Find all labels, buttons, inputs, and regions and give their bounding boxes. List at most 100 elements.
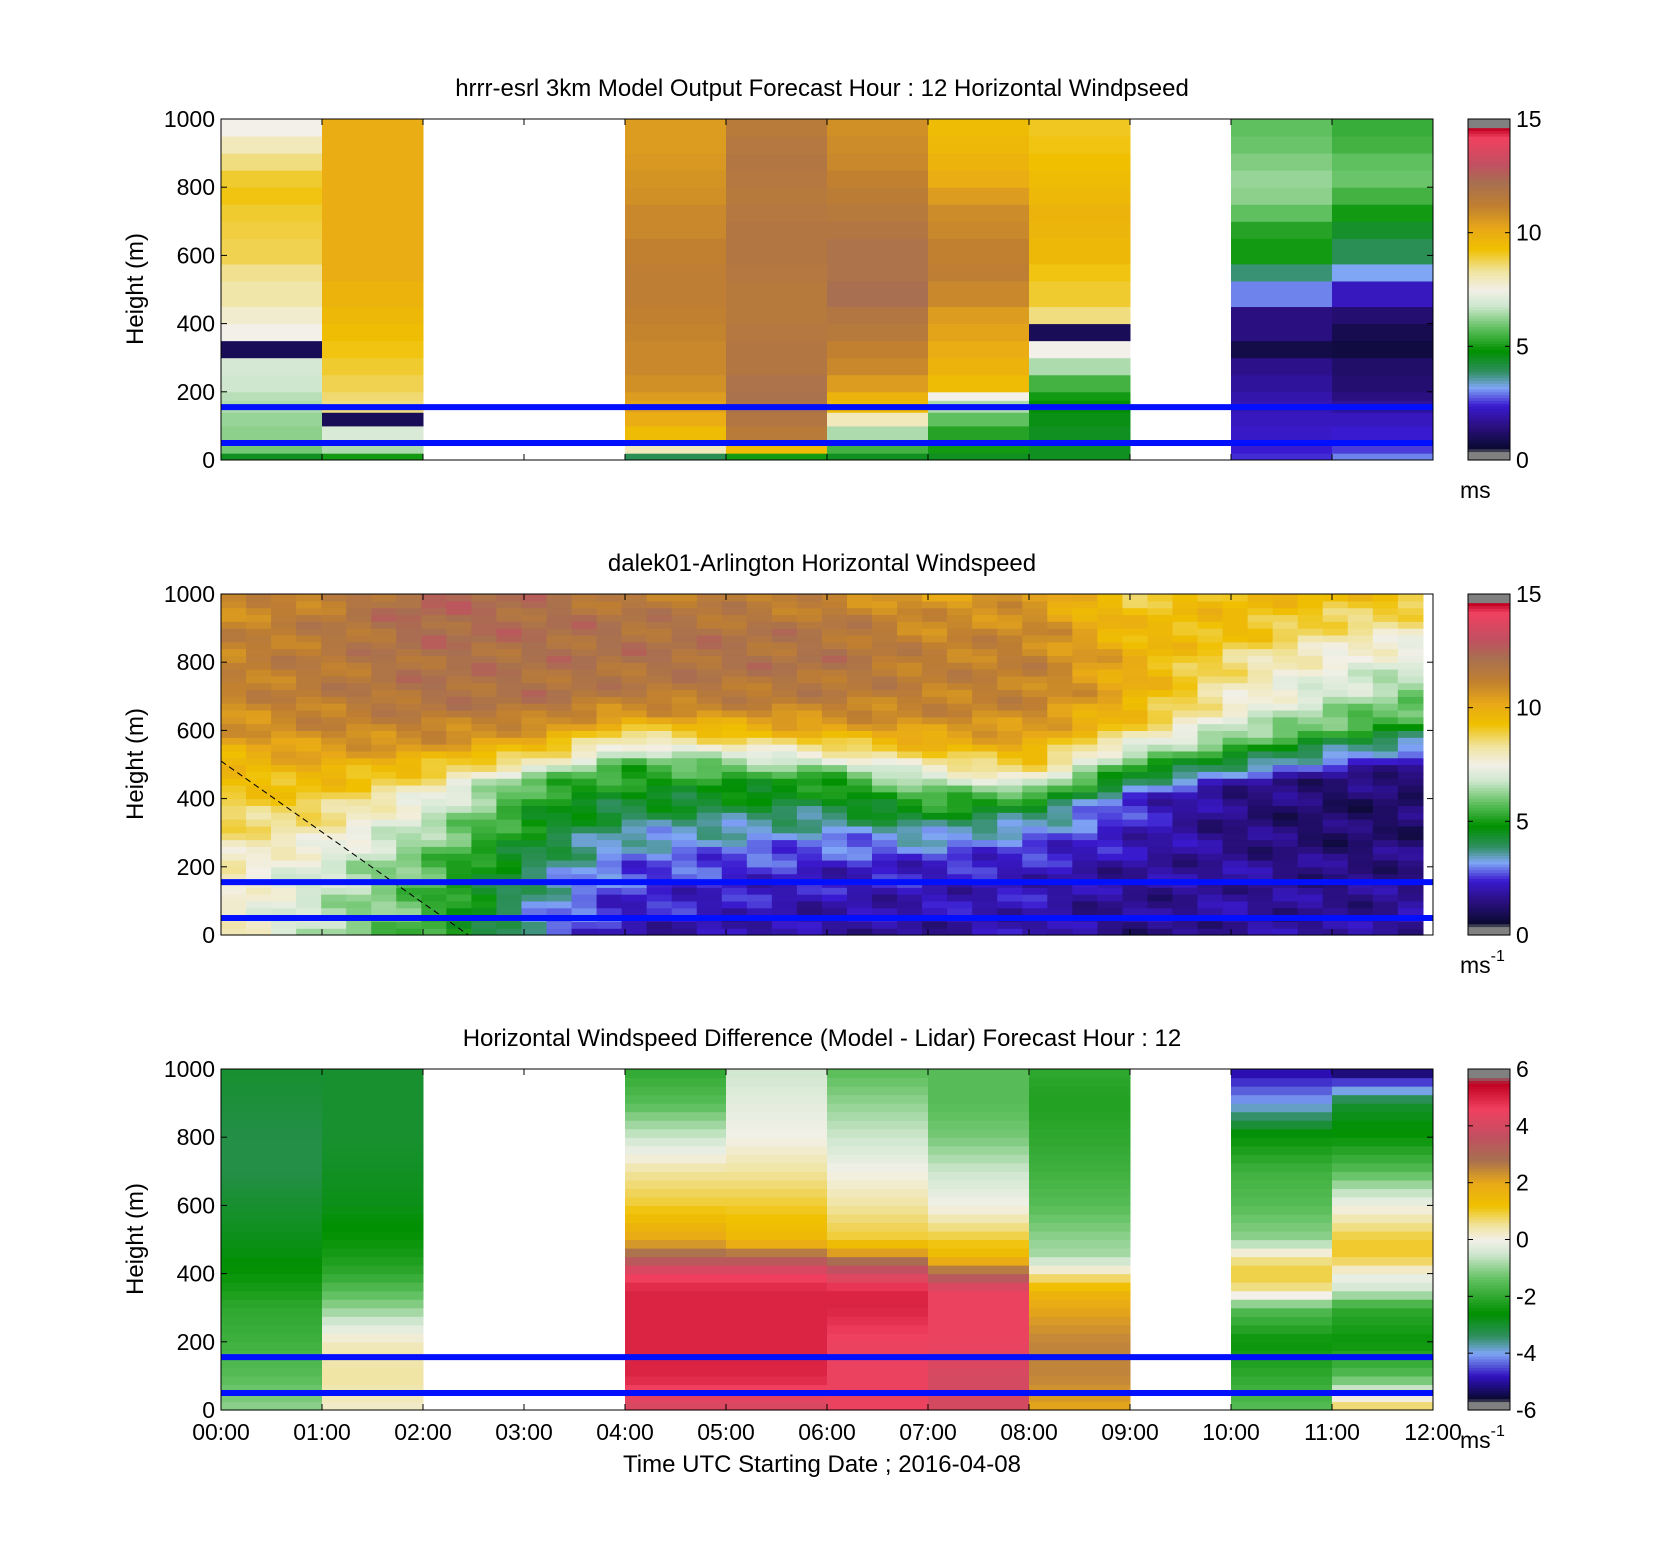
lidar-cell	[221, 798, 247, 807]
colorbar-tick-label: -2	[1516, 1283, 1536, 1309]
lidar-cell	[846, 846, 873, 854]
lidar-cell	[897, 675, 923, 684]
colorbar-cell	[1468, 380, 1510, 384]
lidar-cell	[621, 812, 648, 820]
difference-cell	[1332, 1162, 1434, 1172]
lidar-cell	[1047, 764, 1073, 772]
lidar-cell	[1222, 832, 1249, 841]
lidar-cell	[696, 853, 723, 861]
lidar-windspeed-heatmap	[220, 593, 1434, 936]
model-cell	[1231, 187, 1333, 205]
lidar-cell	[446, 730, 472, 738]
lidar-cell	[1247, 832, 1274, 841]
lidar-cell	[246, 669, 272, 677]
lidar-cell	[396, 757, 422, 766]
lidar-cell	[346, 825, 372, 834]
colorbar-cell	[1468, 628, 1510, 632]
colorbar-cell	[1468, 639, 1510, 643]
lidar-cell	[296, 853, 322, 861]
y-tick-label: 400	[177, 786, 215, 812]
lidar-cell	[571, 757, 598, 766]
model-cell	[625, 136, 727, 154]
difference-cell	[1231, 1171, 1333, 1181]
lidar-cell	[221, 716, 247, 725]
colorbar-cell	[1468, 1330, 1510, 1334]
lidar-cell	[1097, 682, 1124, 691]
lidar-cell	[1122, 607, 1149, 616]
model-cell	[1332, 204, 1434, 222]
lidar-cell	[1247, 737, 1274, 745]
lidar-cell	[671, 832, 698, 841]
lidar-cell	[1097, 757, 1124, 766]
lidar-cell	[721, 771, 748, 779]
lidar-cell	[271, 805, 297, 813]
difference-cell	[726, 1154, 828, 1164]
difference-cell	[1332, 1086, 1434, 1096]
lidar-cell	[396, 839, 422, 847]
model-y-axis-label: Height (m)	[122, 233, 149, 345]
lidar-cell	[1172, 675, 1199, 684]
lidar-cell	[1197, 641, 1224, 650]
lidar-cell	[1047, 900, 1073, 909]
difference-cell	[221, 1367, 323, 1377]
colorbar-cell	[1468, 283, 1510, 288]
lidar-cell	[346, 696, 372, 704]
lidar-cell	[496, 607, 523, 616]
lidar-cell	[621, 641, 648, 650]
lidar-cell	[1047, 730, 1073, 738]
difference-cell	[928, 1324, 1030, 1334]
difference-cell	[322, 1273, 424, 1283]
lidar-cell	[922, 839, 948, 847]
model-cell	[1332, 238, 1434, 265]
lidar-cell	[596, 716, 623, 725]
lidar-cell	[446, 825, 472, 834]
lidar-cell	[1322, 696, 1349, 704]
lidar-cell	[346, 730, 372, 738]
lidar-cell	[646, 798, 673, 807]
lidar-cell	[796, 839, 823, 847]
colorbar-cell	[1468, 767, 1510, 771]
lidar-cell	[471, 921, 498, 929]
lidar-cell	[471, 669, 498, 677]
lidar-cell	[421, 716, 447, 725]
lidar-cell	[671, 866, 698, 875]
lidar-cell	[571, 778, 598, 786]
lidar-cell	[1197, 594, 1224, 602]
lidar-cell	[321, 709, 347, 718]
lidar-cell	[346, 846, 372, 854]
lidar-cell	[671, 900, 698, 909]
lidar-cell	[846, 655, 873, 663]
lidar-cell	[496, 825, 523, 834]
difference-cell	[625, 1282, 727, 1292]
colorbar-cell	[1468, 1142, 1510, 1147]
lidar-cell	[421, 669, 447, 677]
difference-cell	[1332, 1077, 1434, 1087]
lidar-cell	[1122, 757, 1149, 766]
lidar-cell	[1072, 709, 1098, 718]
colorbar-cell	[1468, 127, 1510, 131]
lidar-cell	[696, 634, 723, 643]
lidar-cell	[621, 894, 648, 902]
colorbar-cell	[1468, 602, 1510, 606]
lidar-cell	[1147, 784, 1174, 793]
lidar-cell	[571, 764, 598, 772]
lidar-cell	[221, 887, 247, 895]
lidar-cell	[646, 907, 673, 916]
lidar-cell	[1072, 594, 1098, 602]
lidar-cell	[296, 778, 322, 786]
lidar-cell	[1047, 607, 1073, 616]
lidar-cell	[246, 819, 272, 827]
lidar-cell	[571, 805, 598, 813]
colorbar-cell	[1468, 1338, 1510, 1343]
lidar-cell	[471, 900, 498, 909]
difference-cell	[1332, 1375, 1434, 1386]
lidar-cell	[246, 703, 272, 711]
lidar-cell	[1247, 866, 1274, 875]
model-cell	[221, 425, 323, 441]
lidar-cell	[521, 607, 548, 616]
colorbar-cell	[1468, 1225, 1510, 1229]
difference-cell	[1332, 1137, 1434, 1147]
lidar-cell	[1072, 805, 1098, 813]
lidar-cell	[471, 614, 498, 622]
lidar-cell	[621, 648, 648, 656]
